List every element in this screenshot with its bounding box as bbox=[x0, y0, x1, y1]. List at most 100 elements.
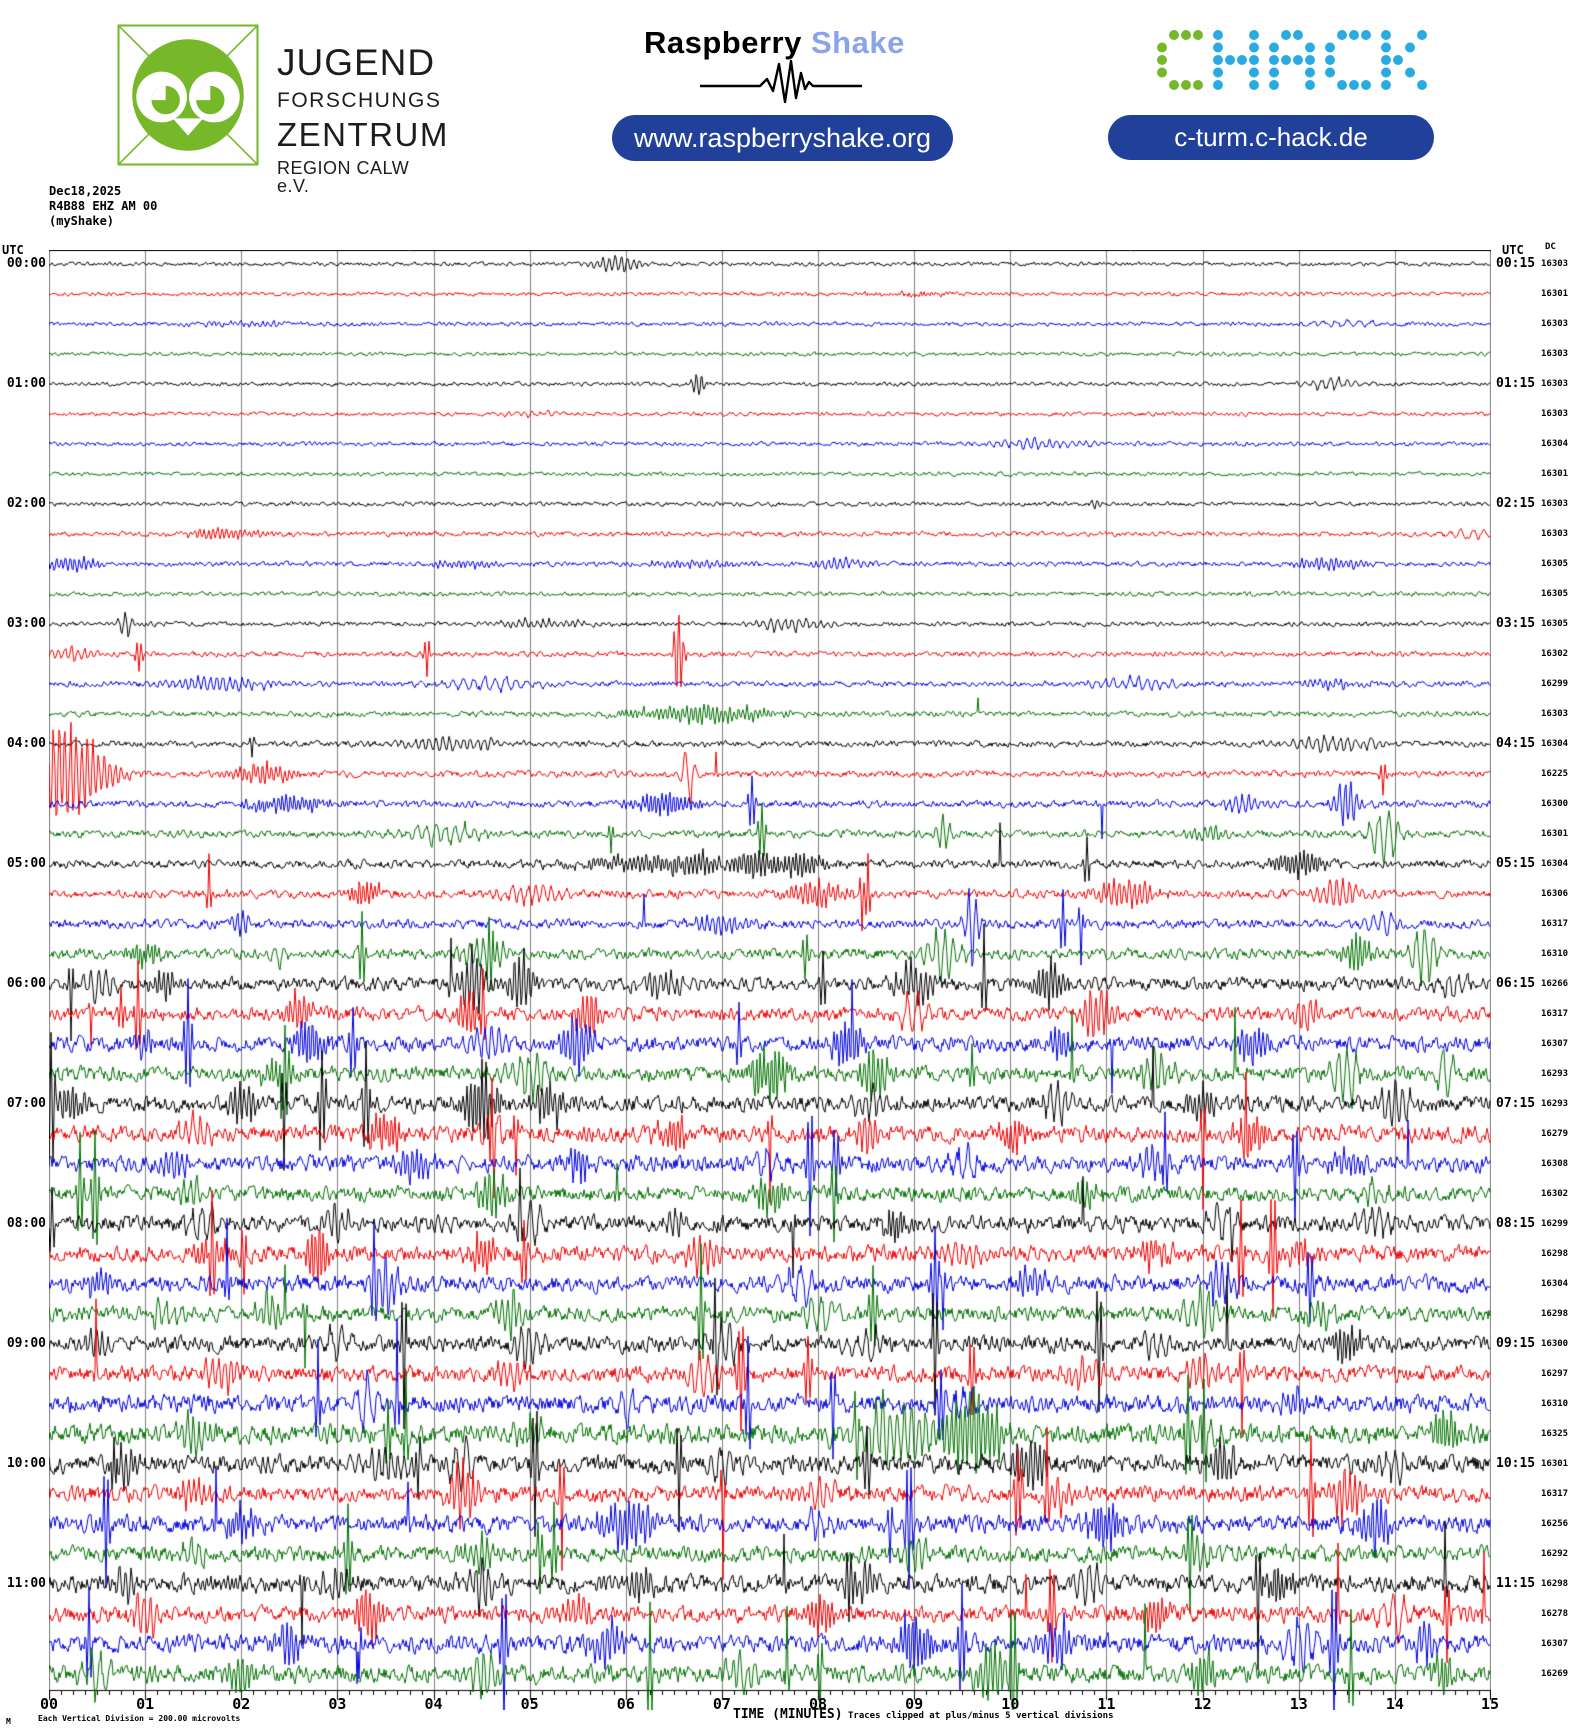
trace-dc-value: 16305 bbox=[1541, 619, 1569, 629]
x-axis-tick-label: 02 bbox=[232, 1695, 251, 1713]
x-axis-tick-label: 07 bbox=[712, 1695, 731, 1713]
trace-time-label-left: 02:00 bbox=[6, 496, 46, 511]
x-axis-tick-label: 09 bbox=[905, 1695, 924, 1713]
plot-date: Dec18,2025 bbox=[49, 184, 122, 198]
trace-dc-value: 16317 bbox=[1541, 1009, 1569, 1019]
trace-dc-value: 16301 bbox=[1541, 469, 1569, 479]
trace-dc-value: 16325 bbox=[1541, 1429, 1569, 1439]
trace-dc-value: 16310 bbox=[1541, 1399, 1569, 1409]
x-axis-tick-label: 11 bbox=[1097, 1695, 1116, 1713]
jfz-owl-logo bbox=[117, 24, 259, 166]
x-axis-tick-label: 08 bbox=[809, 1695, 828, 1713]
seismic-pulse-icon bbox=[700, 58, 862, 109]
trace-dc-value: 16299 bbox=[1541, 679, 1569, 689]
utc-header-right: UTC bbox=[1502, 243, 1524, 257]
x-axis-tick-label: 14 bbox=[1385, 1695, 1404, 1713]
trace-dc-value: 16303 bbox=[1541, 259, 1569, 269]
trace-dc-value: 16298 bbox=[1541, 1579, 1569, 1589]
trace-time-label-left: 03:00 bbox=[6, 616, 46, 631]
trace-dc-value: 16298 bbox=[1541, 1309, 1569, 1319]
helicorder-canvas bbox=[49, 250, 1491, 1710]
trace-time-label-left: 10:00 bbox=[6, 1456, 46, 1471]
trace-dc-value: 16307 bbox=[1541, 1039, 1569, 1049]
trace-time-label-right: 06:15 bbox=[1496, 976, 1536, 991]
x-axis-tick-label: 03 bbox=[328, 1695, 347, 1713]
x-axis-tick-label: 12 bbox=[1193, 1695, 1212, 1713]
dc-header: DC bbox=[1545, 242, 1556, 252]
trace-time-label-left: 00:00 bbox=[6, 256, 46, 271]
trace-dc-value: 16299 bbox=[1541, 1219, 1569, 1229]
trace-dc-value: 16293 bbox=[1541, 1099, 1569, 1109]
trace-dc-value: 16303 bbox=[1541, 499, 1569, 509]
trace-dc-value: 16304 bbox=[1541, 859, 1569, 869]
trace-time-label-right: 00:15 bbox=[1496, 256, 1536, 271]
raspberry-word: Raspberry bbox=[644, 25, 802, 60]
raspberryshake-url-button[interactable]: www.raspberryshake.org bbox=[612, 115, 953, 161]
trace-dc-value: 16304 bbox=[1541, 739, 1569, 749]
scale-note: Each Vertical Division = 200.00 microvol… bbox=[38, 1714, 241, 1723]
x-axis-title: TIME (MINUTES) bbox=[733, 1707, 843, 1722]
trace-time-label-right: 07:15 bbox=[1496, 1096, 1536, 1111]
jfz-line3: ZENTRUM bbox=[277, 116, 449, 153]
jfz-line1: JUGEND bbox=[277, 42, 436, 83]
trace-dc-value: 16266 bbox=[1541, 979, 1569, 989]
trace-dc-value: 16269 bbox=[1541, 1669, 1569, 1679]
trace-time-label-right: 10:15 bbox=[1496, 1456, 1536, 1471]
x-axis-tick-label: 05 bbox=[520, 1695, 539, 1713]
clip-note: Traces clipped at plus/minus 5 vertical … bbox=[848, 1711, 1114, 1721]
raspberryshake-url-label: www.raspberryshake.org bbox=[633, 122, 932, 153]
trace-dc-value: 16308 bbox=[1541, 1159, 1569, 1169]
trace-time-label-right: 01:15 bbox=[1496, 376, 1536, 391]
trace-dc-value: 16303 bbox=[1541, 709, 1569, 719]
trace-dc-value: 16307 bbox=[1541, 1639, 1569, 1649]
trace-dc-value: 16303 bbox=[1541, 379, 1569, 389]
trace-time-label-right: 05:15 bbox=[1496, 856, 1536, 871]
x-axis-tick-label: 13 bbox=[1289, 1695, 1308, 1713]
trace-dc-value: 16305 bbox=[1541, 589, 1569, 599]
trace-dc-value: 16300 bbox=[1541, 1339, 1569, 1349]
trace-time-label-left: 05:00 bbox=[6, 856, 46, 871]
trace-dc-value: 16293 bbox=[1541, 1069, 1569, 1079]
x-axis-tick-label: 01 bbox=[136, 1695, 155, 1713]
x-axis-tick-label: 15 bbox=[1480, 1695, 1500, 1713]
x-axis-tick-label: 04 bbox=[424, 1695, 443, 1713]
trace-dc-value: 16298 bbox=[1541, 1249, 1569, 1259]
chack-url-button[interactable]: c-turm.c-hack.de bbox=[1108, 115, 1434, 160]
x-axis-tick-label: 00 bbox=[39, 1695, 59, 1713]
shake-word: Shake bbox=[810, 25, 905, 60]
x-axis-tick-label: 06 bbox=[616, 1695, 635, 1713]
trace-time-label-right: 02:15 bbox=[1496, 496, 1536, 511]
trace-dc-value: 16301 bbox=[1541, 829, 1569, 839]
trace-dc-value: 16256 bbox=[1541, 1519, 1569, 1529]
trace-time-label-right: 11:15 bbox=[1496, 1576, 1536, 1591]
plot-network: (myShake) bbox=[49, 214, 115, 228]
trace-dc-value: 16300 bbox=[1541, 799, 1569, 809]
trace-time-label-left: 11:00 bbox=[6, 1576, 46, 1591]
trace-dc-value: 16302 bbox=[1541, 1189, 1569, 1199]
trace-time-label-right: 03:15 bbox=[1496, 616, 1536, 631]
chack-wordmark bbox=[1157, 30, 1437, 97]
trace-dc-value: 16279 bbox=[1541, 1129, 1569, 1139]
trace-dc-value: 16317 bbox=[1541, 1489, 1569, 1499]
trace-time-label-left: 07:00 bbox=[6, 1096, 46, 1111]
trace-dc-value: 16310 bbox=[1541, 949, 1569, 959]
trace-time-label-left: 04:00 bbox=[6, 736, 46, 751]
trace-dc-value: 16297 bbox=[1541, 1369, 1569, 1379]
corner-glyph: M bbox=[6, 1717, 11, 1726]
chack-url-label: c-turm.c-hack.de bbox=[1174, 122, 1368, 152]
trace-dc-value: 16301 bbox=[1541, 1459, 1569, 1469]
trace-dc-value: 16301 bbox=[1541, 289, 1569, 299]
trace-dc-value: 16302 bbox=[1541, 649, 1569, 659]
trace-time-label-left: 01:00 bbox=[6, 376, 46, 391]
trace-dc-value: 16303 bbox=[1541, 349, 1569, 359]
trace-dc-value: 16292 bbox=[1541, 1549, 1569, 1559]
trace-time-label-left: 09:00 bbox=[6, 1336, 46, 1351]
trace-dc-value: 16304 bbox=[1541, 439, 1569, 449]
trace-dc-value: 16317 bbox=[1541, 919, 1569, 929]
plot-station: R4B88 EHZ AM 00 bbox=[49, 199, 158, 213]
jfz-wordmark: JUGEND FORSCHUNGS ZENTRUM REGION CALW e.… bbox=[277, 44, 447, 195]
owl-icon bbox=[117, 24, 259, 166]
trace-dc-value: 16225 bbox=[1541, 769, 1569, 779]
trace-dc-value: 16305 bbox=[1541, 559, 1569, 569]
jfz-line4: REGION CALW e.V. bbox=[277, 158, 410, 196]
